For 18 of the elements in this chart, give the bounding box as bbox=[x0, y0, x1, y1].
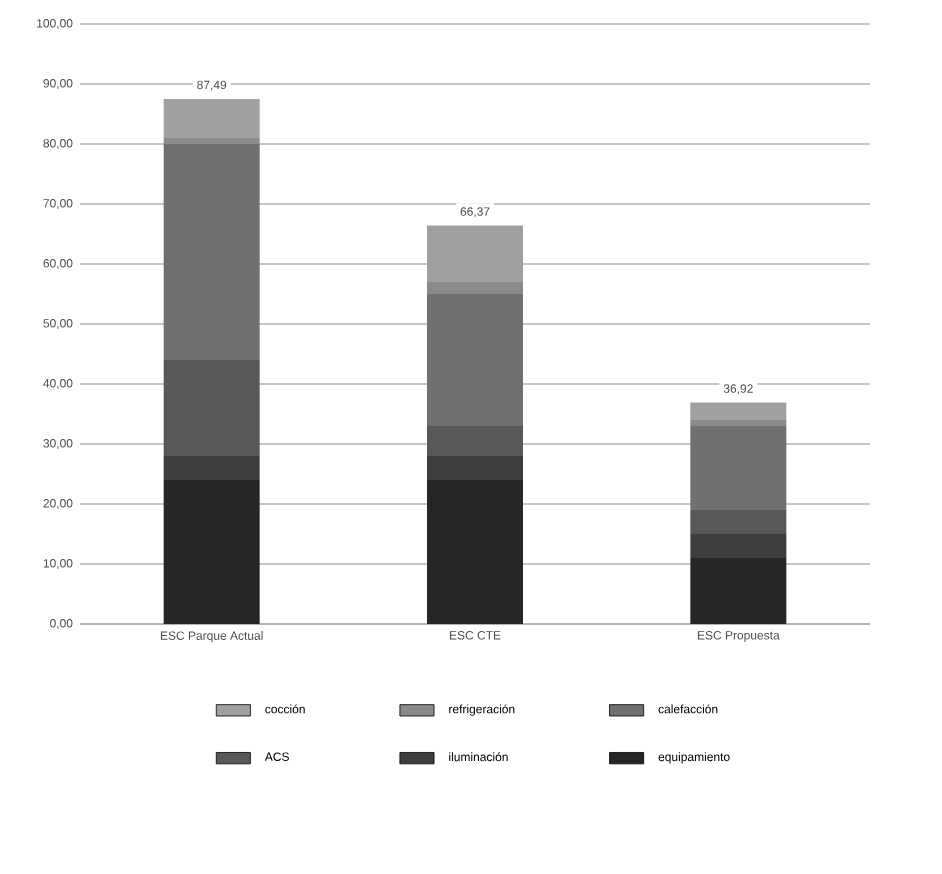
bar bbox=[690, 558, 787, 625]
bar bbox=[427, 456, 523, 480]
bar bbox=[690, 534, 787, 558]
bar bbox=[163, 99, 260, 138]
bar bbox=[690, 426, 787, 510]
bar bbox=[427, 225, 523, 282]
bar bbox=[163, 144, 260, 361]
bar bbox=[690, 420, 787, 426]
bar bbox=[427, 426, 523, 457]
bar bbox=[163, 138, 260, 145]
bar bbox=[427, 294, 523, 426]
bar bbox=[163, 360, 260, 457]
bar bbox=[427, 282, 523, 294]
bar bbox=[427, 480, 523, 625]
bar bbox=[690, 510, 787, 535]
bar bbox=[163, 480, 260, 625]
bar bbox=[163, 456, 260, 480]
bar bbox=[690, 402, 787, 420]
